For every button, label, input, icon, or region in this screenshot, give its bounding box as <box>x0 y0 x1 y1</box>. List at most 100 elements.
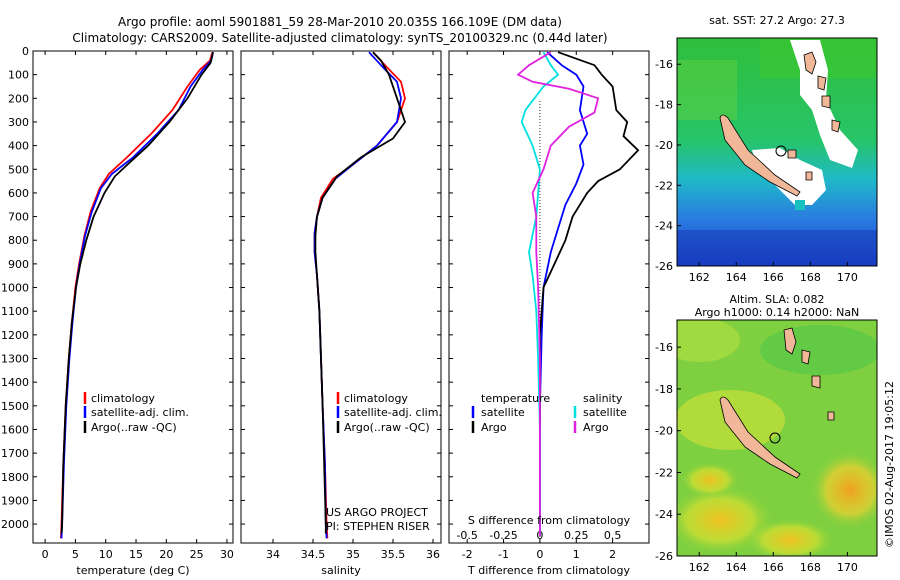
sla-map-frame <box>676 319 878 557</box>
depth-tick-label: 200 <box>8 92 29 105</box>
temperature-x-axis: 0 5 10 15 20 25 30 <box>42 51 234 561</box>
legend-temp-satellite-label: satellite <box>481 406 525 419</box>
sst-map-title: sat. SST: 27.2 Argo: 27.3 <box>709 14 845 27</box>
map-lon-label: 162 <box>689 271 710 284</box>
series-line-climatology <box>313 51 406 539</box>
legend-sal-argo-label: Argo <box>583 421 609 434</box>
new-caledonia-island <box>719 114 801 197</box>
depth-tick-label: 1400 <box>1 376 29 389</box>
profile-location-marker <box>775 145 787 157</box>
series-line-salinity-argo <box>516 51 600 536</box>
depth-tick-label: 1600 <box>1 423 29 436</box>
difference-series <box>516 51 640 536</box>
sst-map-field <box>677 38 877 266</box>
figure-title-line1: Argo profile: aoml 5901881_59 28-Mar-201… <box>118 15 562 29</box>
s-diff-tick-label: 0.25 <box>564 529 589 542</box>
legend-satellite-label: satellite-adj. clim. <box>91 406 189 419</box>
loyalty-island <box>805 171 813 181</box>
x-tick-label: 0 <box>536 548 543 561</box>
difference-legend: temperature satellite Argo salinity sate… <box>471 392 627 434</box>
x-tick-label: 10 <box>99 548 113 561</box>
depth-tick-label: 2000 <box>1 518 29 531</box>
x-tick-label: 2 <box>609 548 616 561</box>
map-lat-label: -26 <box>655 260 673 273</box>
depth-tick-label: 1200 <box>1 329 29 342</box>
s-diff-tick-label: -0.25 <box>489 529 517 542</box>
legend-argo-label: Argo(..raw -QC) <box>344 421 430 434</box>
profile-location-marker <box>769 432 781 444</box>
map-lon-label: 168 <box>800 561 821 574</box>
vanuatu-island <box>821 95 831 109</box>
depth-tick-label: 500 <box>8 163 29 176</box>
x-tick-label: 35 <box>346 548 360 561</box>
x-tick-label: 30 <box>220 548 234 561</box>
s-difference-x-label: S difference from climatology <box>468 514 631 527</box>
loyalty-island <box>787 149 797 159</box>
series-line-climatology <box>60 51 214 539</box>
salinity-series <box>313 51 407 539</box>
sst-map-frame <box>676 37 878 267</box>
depth-tick-label: 600 <box>8 187 29 200</box>
t-difference-x-axis: -2 -1 0 1 2 <box>462 51 616 561</box>
x-tick-label: 25 <box>190 548 204 561</box>
map-lat-label: -16 <box>655 341 673 354</box>
depth-tick-label: 900 <box>8 258 29 271</box>
project-name: US ARGO PROJECT <box>326 506 428 519</box>
map-lat-label: -20 <box>655 139 673 152</box>
series-line-temperature-argo <box>539 51 640 536</box>
depth-tick-label: 1300 <box>1 353 29 366</box>
depth-axis: 0 100 200 300 400 500 600 700 800 900 1000 1100 1200… <box>1 45 649 531</box>
sst-map-axes: 162 164 166 168 170 -16 -18 -20 -22 -24 -26 <box>655 58 858 284</box>
s-difference-x-axis: -0.5 -0.25 0 0.25 0.5 <box>456 529 621 542</box>
s-diff-tick-label: -0.5 <box>456 529 477 542</box>
x-tick-label: -2 <box>462 548 473 561</box>
series-line-satellite-adj-clim- <box>60 52 214 539</box>
map-lat-label: -16 <box>655 58 673 71</box>
vanuatu-island <box>811 375 821 389</box>
series-line-salinity-satellite <box>520 51 560 536</box>
x-tick-label: 36 <box>426 548 440 561</box>
x-tick-label: 5 <box>72 548 79 561</box>
legend-sal-satellite-label: satellite <box>583 406 627 419</box>
x-tick-label: 0 <box>42 548 49 561</box>
x-tick-label: 1 <box>573 548 580 561</box>
difference-panel-frame <box>448 50 650 544</box>
depth-tick-label: 1700 <box>1 447 29 460</box>
map-lon-label: 166 <box>763 561 784 574</box>
map-lon-label: 168 <box>800 271 821 284</box>
x-tick-label: 15 <box>129 548 143 561</box>
depth-tick-label: 1900 <box>1 494 29 507</box>
x-tick-label: -1 <box>498 548 509 561</box>
series-line-temperature-satellite <box>539 51 589 536</box>
depth-tick-label: 100 <box>8 69 29 82</box>
depth-tick-label: 1500 <box>1 400 29 413</box>
legend-salinity-title: salinity <box>583 392 623 405</box>
depth-tick-label: 400 <box>8 140 29 153</box>
x-tick-label: 20 <box>159 548 173 561</box>
legend-temp-argo-label: Argo <box>481 421 507 434</box>
depth-tick-label: 800 <box>8 234 29 247</box>
series-line-argo-raw-qc- <box>60 52 214 534</box>
map-lon-label: 164 <box>726 271 747 284</box>
map-lon-label: 166 <box>763 271 784 284</box>
sst-missing-data-mask <box>752 148 826 205</box>
depth-tick-label: 1800 <box>1 471 29 484</box>
map-lat-label: -22 <box>655 466 673 479</box>
map-lat-label: -22 <box>655 179 673 192</box>
figure-title-line2: Climatology: CARS2009. Satellite-adjuste… <box>72 31 607 45</box>
x-tick-label: 34.5 <box>301 548 326 561</box>
temperature-series <box>60 51 214 539</box>
map-lon-label: 162 <box>689 561 710 574</box>
vanuatu-island <box>817 75 827 91</box>
depth-tick-label: 0 <box>22 45 29 58</box>
temperature-panel-frame <box>32 50 234 544</box>
legend-satellite-label: satellite-adj. clim. <box>344 406 442 419</box>
salinity-x-label: salinity <box>321 564 361 577</box>
new-caledonia-island <box>719 396 801 479</box>
s-diff-tick-label: 0.5 <box>604 529 622 542</box>
sla-map-title: Altim. SLA: 0.082 <box>729 293 824 306</box>
depth-tick-label: 1100 <box>1 305 29 318</box>
salinity-panel-frame <box>240 50 442 544</box>
vanuatu-island <box>783 327 797 355</box>
